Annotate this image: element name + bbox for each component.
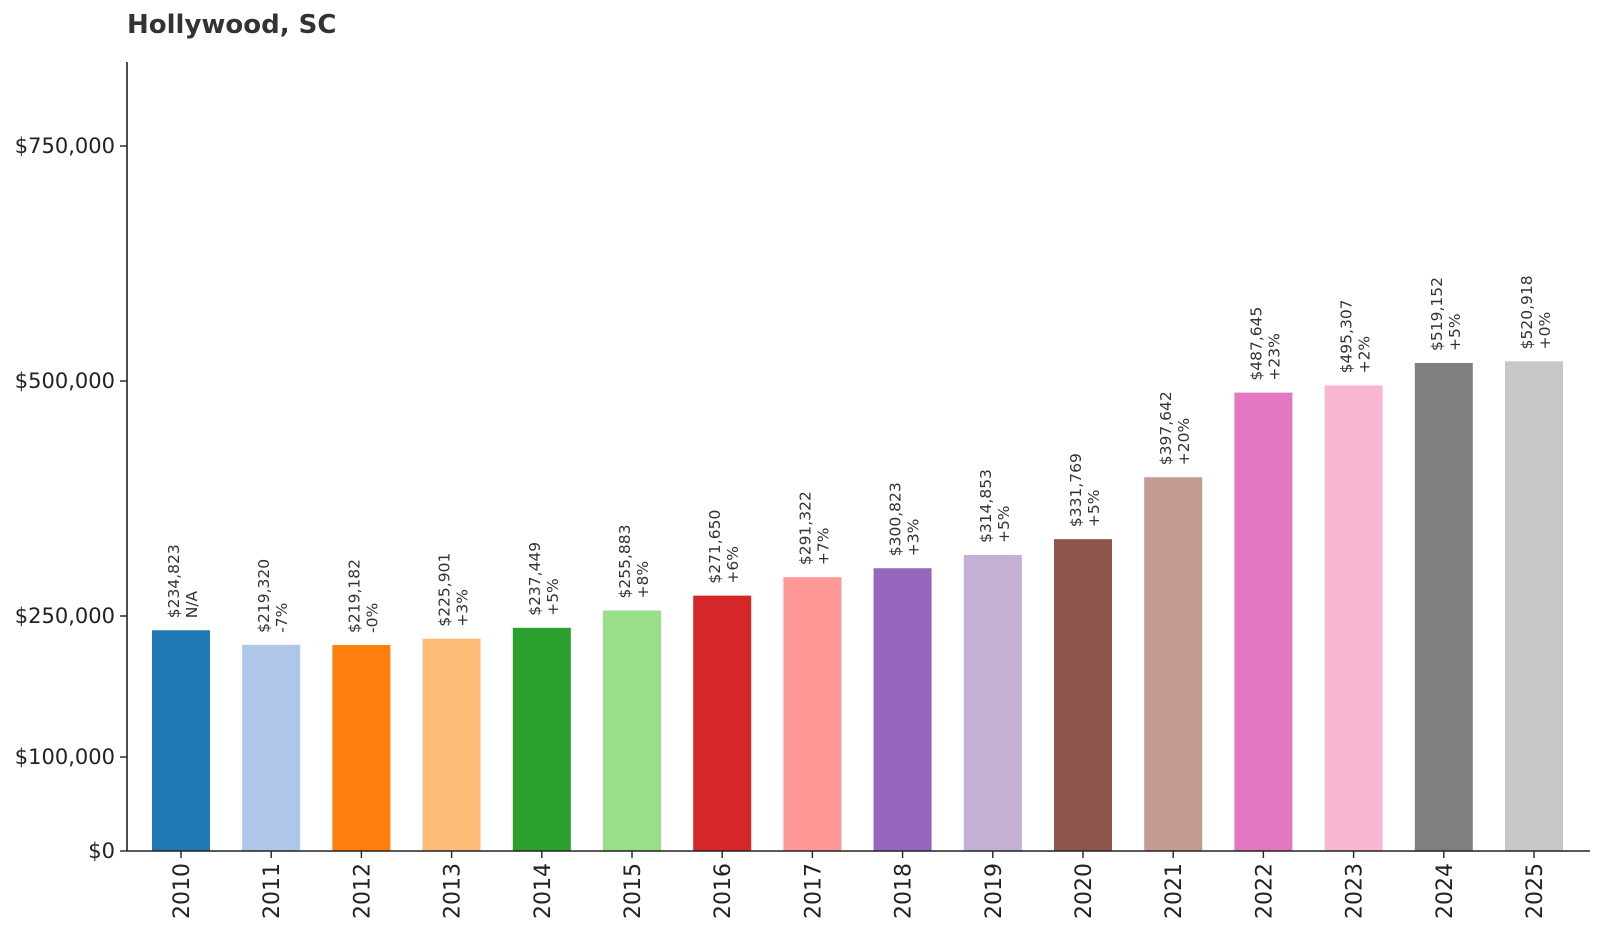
y-tick-label: $100,000 <box>15 745 115 769</box>
x-tick-label: 2018 <box>892 863 917 919</box>
data-label-change: -7% <box>273 603 291 633</box>
data-label-change: +23% <box>1265 333 1283 380</box>
bar-2019 <box>963 555 1022 851</box>
data-label-value: $219,320 <box>255 559 273 633</box>
data-label-change: +6% <box>724 546 742 584</box>
bar-2011 <box>242 644 301 851</box>
data-label-value: $255,883 <box>616 525 634 599</box>
x-tick-label: 2022 <box>1252 863 1277 919</box>
x-tick-label: 2017 <box>801 863 826 919</box>
data-label-change: +7% <box>814 528 832 566</box>
y-tick-label: $250,000 <box>15 604 115 628</box>
chart-title: Hollywood, SC <box>127 10 337 40</box>
data-label-change: +3% <box>454 589 472 627</box>
bar-2021 <box>1144 477 1203 851</box>
bars <box>152 361 1563 851</box>
x-tick-label: 2023 <box>1343 863 1368 919</box>
bar-2015 <box>603 610 661 851</box>
data-label-change: +2% <box>1356 336 1374 374</box>
x-tick-label: 2024 <box>1433 863 1458 919</box>
bar-2013 <box>422 638 481 851</box>
bar-2018 <box>873 568 932 851</box>
data-label-change: -0% <box>363 603 381 633</box>
bar-2017 <box>783 577 842 851</box>
bar-2010 <box>152 630 210 851</box>
x-tick-label: 2012 <box>350 863 375 919</box>
data-label-value: $237,449 <box>526 542 544 616</box>
x-axis-ticks: 2010 2011 2012 2013 2014 2015 2016 2017 2018 2019… <box>170 851 1548 919</box>
data-label-value: $487,645 <box>1247 307 1265 381</box>
data-label-value: $495,307 <box>1338 299 1356 373</box>
data-label-value: $331,769 <box>1067 453 1085 527</box>
y-tick-label: $0 <box>88 839 115 863</box>
x-tick-label: 2021 <box>1162 863 1187 919</box>
y-axis-ticks: $0 $100,000 $250,000 $500,000 $750,000 <box>15 134 127 863</box>
data-label-value: $234,823 <box>165 544 183 618</box>
data-label-change: +0% <box>1536 312 1554 350</box>
data-label-change: +20% <box>1175 418 1193 465</box>
data-label-change: +5% <box>1085 490 1103 528</box>
data-label-change: +5% <box>544 578 562 616</box>
data-label-value: $397,642 <box>1157 391 1175 465</box>
x-tick-label: 2013 <box>441 863 466 919</box>
y-tick-label: $750,000 <box>15 134 115 158</box>
bar-2024 <box>1414 362 1473 851</box>
y-tick-label: $500,000 <box>15 369 115 393</box>
x-tick-label: 2015 <box>621 863 646 919</box>
bar-2023 <box>1324 385 1383 851</box>
data-label-value: $271,650 <box>706 510 724 584</box>
bar-2022 <box>1234 392 1293 851</box>
data-label-value: $314,853 <box>977 469 995 543</box>
bar-2014 <box>512 627 571 851</box>
data-label-change: +5% <box>1446 313 1464 351</box>
data-label-value: $219,182 <box>345 559 363 633</box>
data-label-value: $300,823 <box>887 482 905 556</box>
bar-2020 <box>1054 539 1112 851</box>
data-label-value: $520,918 <box>1518 275 1536 349</box>
x-tick-label: 2025 <box>1523 863 1548 919</box>
x-tick-label: 2014 <box>531 863 556 919</box>
x-tick-label: 2016 <box>711 863 736 919</box>
data-labels: $234,823 N/A $219,320 -7% $219,182 -0% $225,90… <box>165 275 1554 633</box>
data-label-value: $519,152 <box>1428 277 1446 351</box>
bar-2012 <box>332 644 391 851</box>
x-tick-label: 2011 <box>260 863 285 919</box>
data-label-value: $291,322 <box>796 491 814 565</box>
x-tick-label: 2020 <box>1072 863 1097 919</box>
bar-2016 <box>693 595 752 851</box>
data-label-change: N/A <box>183 590 201 618</box>
x-tick-label: 2019 <box>982 863 1007 919</box>
bar-2025 <box>1505 361 1563 851</box>
x-tick-label: 2010 <box>170 863 195 919</box>
data-label-value: $225,901 <box>436 553 454 627</box>
data-label-change: +5% <box>995 505 1013 543</box>
data-label-change: +8% <box>634 561 652 599</box>
data-label-change: +3% <box>905 519 923 557</box>
